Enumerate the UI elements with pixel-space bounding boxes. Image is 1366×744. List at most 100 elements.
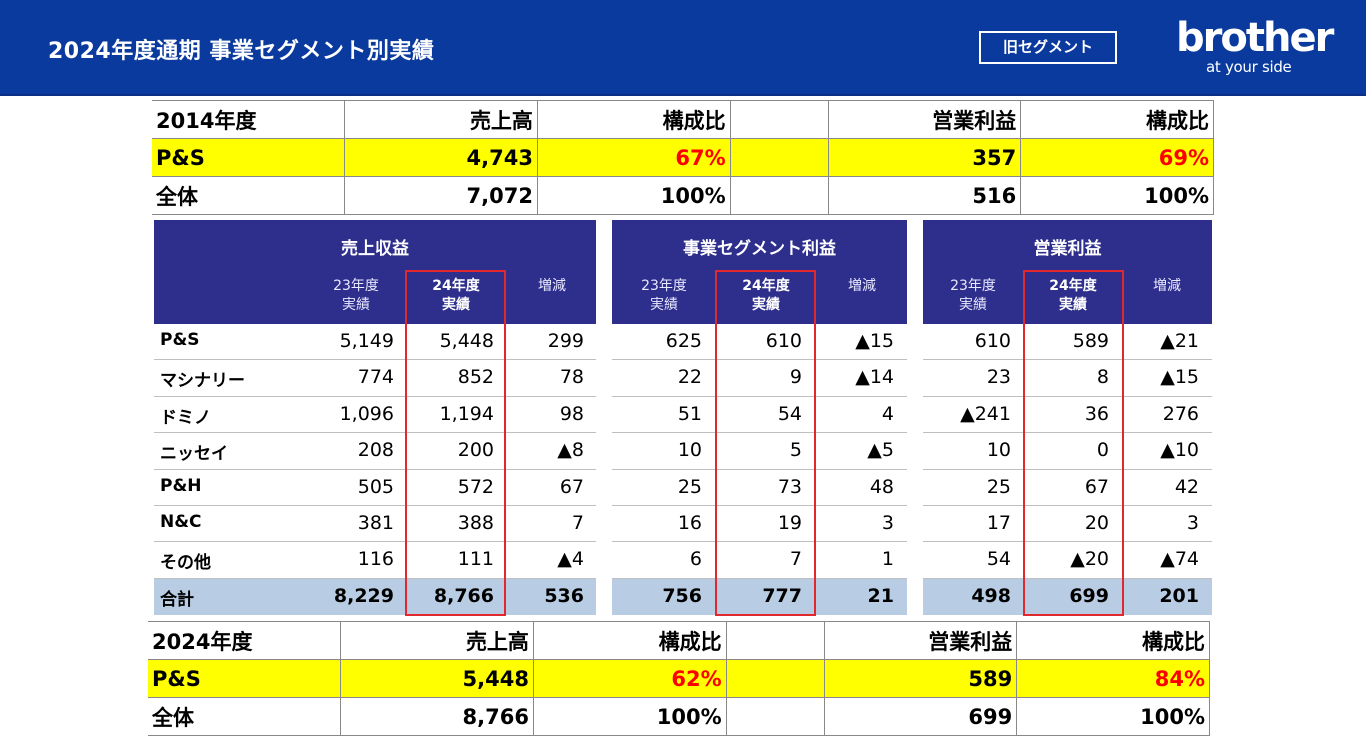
cell-value: 756 — [662, 584, 702, 607]
cell-value: 116 — [357, 548, 394, 571]
cell-value: 42 — [1174, 475, 1199, 498]
summary-sales: 8,766 — [340, 697, 534, 736]
summary-op-ratio: 84% — [1016, 659, 1210, 698]
summary-sales: 4,743 — [344, 138, 538, 177]
segment-profit-block: 事業セグメント利益 23年度 実績 24年度 実績 増減 625 610 ▲15 22 9… — [612, 220, 907, 616]
cell-value: 10 — [986, 439, 1011, 462]
cell-value: ▲15 — [1160, 366, 1199, 389]
block-caption: 売上収益 — [341, 239, 409, 259]
cell-value: 5 — [789, 439, 802, 462]
total-row: 498 699 201 — [923, 578, 1212, 616]
cell-value: 111 — [457, 548, 494, 571]
table-row: 625 610 ▲15 — [612, 324, 907, 361]
table-row: 10 0 ▲10 — [923, 433, 1212, 470]
table-row: 6 7 1 — [612, 542, 907, 579]
table-row: 25 73 48 — [612, 470, 907, 506]
summary-year: 2024年度 — [148, 621, 342, 660]
cell-value: 299 — [547, 330, 584, 352]
table-row: その他 116 111 ▲4 — [154, 542, 596, 579]
summary-col-ratio: 構成比 — [536, 100, 731, 139]
summary-sales-ratio: 67% — [536, 138, 731, 177]
cell-value: ▲241 — [960, 402, 1011, 425]
table-row: 23 8 ▲15 — [923, 360, 1212, 397]
summary-row-ps: P&S 5,448 62% 589 84% — [148, 659, 1210, 698]
segment-label: P&S — [160, 330, 200, 350]
table-row: 17 20 3 — [923, 506, 1212, 543]
summary-2024-table: 2024年度 売上高 構成比 営業利益 構成比 P&S 5,448 62% 58… — [148, 621, 1210, 736]
cell-value: 4 — [881, 402, 894, 425]
segment-label: P&H — [160, 475, 202, 496]
cell-value: ▲20 — [1070, 548, 1109, 571]
cell-value: 572 — [457, 475, 494, 498]
cell-value: ▲4 — [557, 548, 584, 571]
cell-value: 98 — [559, 402, 584, 425]
cell-value: ▲74 — [1160, 548, 1199, 571]
page-title: 2024年度通期 事業セグメント別実績 — [48, 39, 435, 64]
operating-profit-block: 営業利益 23年度 実績 24年度 実績 増減 610 589 ▲21 23 8 ▲15 ▲… — [923, 220, 1212, 616]
summary-col-op: 営業利益 — [827, 100, 1022, 139]
summary-op: 699 — [823, 697, 1018, 736]
table-row: 16 19 3 — [612, 506, 907, 543]
segment-label: ドミノ — [160, 407, 211, 428]
cell-value: 852 — [457, 366, 494, 389]
summary-row-label: 全体 — [148, 697, 342, 736]
cell-value: 9 — [789, 366, 802, 389]
table-row: P&S 5,149 5,448 299 — [154, 324, 596, 361]
summary-spacer — [729, 176, 829, 215]
block-header: 営業利益 23年度 実績 24年度 実績 増減 — [923, 220, 1212, 324]
summary-row-label: P&S — [152, 138, 346, 177]
col-prev-year: 23年度 実績 — [641, 278, 687, 313]
cell-value: 1,096 — [339, 402, 394, 425]
cell-value: 22 — [677, 366, 702, 389]
summary-sales: 5,448 — [340, 659, 534, 698]
table-row: 22 9 ▲14 — [612, 360, 907, 397]
cell-value: 777 — [762, 584, 802, 607]
cell-value: 201 — [1159, 584, 1199, 607]
summary-row-label: 全体 — [152, 176, 346, 215]
brother-logo: brother at your side — [1176, 14, 1341, 84]
cell-value: 6 — [689, 548, 702, 571]
cell-value: 16 — [677, 511, 702, 534]
cell-value: 536 — [544, 584, 584, 607]
table-row: ▲241 36 276 — [923, 397, 1212, 434]
summary-spacer — [725, 621, 825, 660]
table-row: 10 5 ▲5 — [612, 433, 907, 470]
cell-value: ▲14 — [855, 366, 894, 389]
summary-row-total: 全体 8,766 100% 699 100% — [148, 697, 1210, 736]
cell-value: 54 — [986, 548, 1011, 571]
cell-value: 67 — [1084, 475, 1109, 498]
summary-col-op-ratio: 構成比 — [1020, 100, 1214, 139]
summary-col-sales: 売上高 — [340, 621, 534, 660]
summary-2014-table: 2014年度 売上高 構成比 営業利益 構成比 P&S 4,743 67% 35… — [152, 100, 1214, 215]
cell-value: 200 — [457, 439, 494, 462]
cell-value: 625 — [665, 330, 702, 352]
cell-value: 381 — [357, 511, 394, 534]
table-row: 51 54 4 — [612, 397, 907, 434]
summary-spacer — [729, 138, 829, 177]
cell-value: 78 — [559, 366, 584, 389]
summary-op-ratio: 100% — [1020, 176, 1214, 215]
cell-value: 25 — [986, 475, 1011, 498]
cell-value: 73 — [777, 475, 802, 498]
cell-value: 20 — [1084, 511, 1109, 534]
col-change: 増減 — [848, 278, 876, 294]
block-header: 売上収益 23年度 実績 24年度 実績 増減 — [154, 220, 596, 324]
block-header: 事業セグメント利益 23年度 実績 24年度 実績 増減 — [612, 220, 907, 324]
cell-value: ▲21 — [1160, 330, 1199, 352]
summary-header-row: 2024年度 売上高 構成比 営業利益 構成比 — [148, 621, 1210, 660]
cell-value: ▲5 — [867, 439, 894, 462]
summary-sales-ratio: 100% — [536, 176, 731, 215]
col-prev-year: 23年度 実績 — [333, 278, 379, 313]
table-row: N&C 381 388 7 — [154, 506, 596, 543]
cell-value: 54 — [777, 402, 802, 425]
summary-spacer — [729, 100, 829, 139]
cell-value: ▲15 — [855, 330, 894, 352]
cell-value: 498 — [971, 584, 1011, 607]
summary-header-row: 2014年度 売上高 構成比 営業利益 構成比 — [152, 100, 1214, 139]
cell-value: 19 — [777, 511, 802, 534]
cell-value: 388 — [457, 511, 494, 534]
logo-tagline: at your side — [1206, 58, 1292, 76]
summary-op-ratio: 100% — [1016, 697, 1210, 736]
summary-op: 357 — [827, 138, 1022, 177]
table-row: P&H 505 572 67 — [154, 470, 596, 506]
